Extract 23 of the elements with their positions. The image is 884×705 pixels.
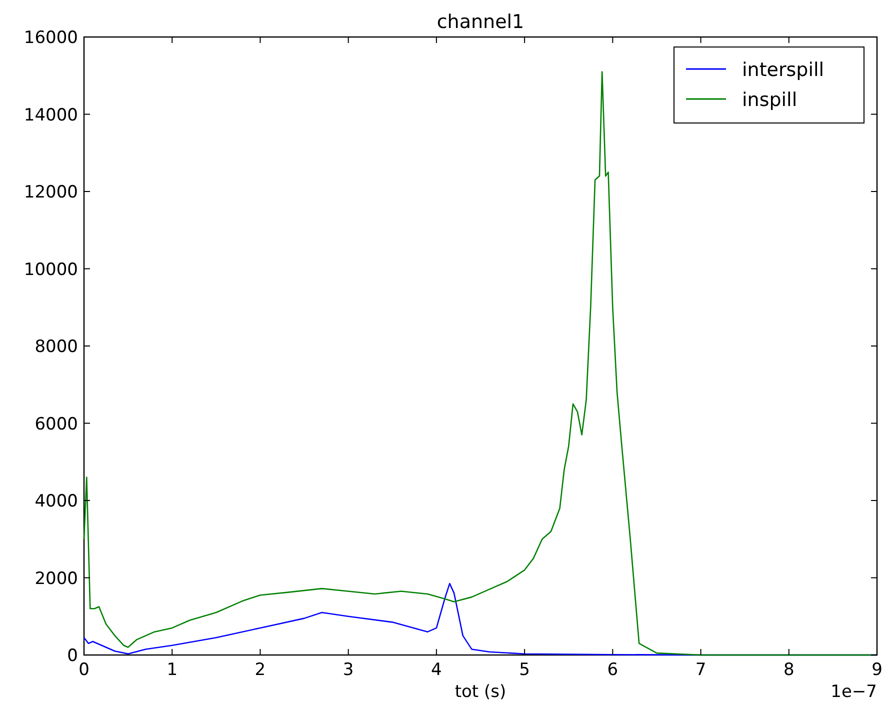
x-tick-label: 4: [431, 660, 442, 680]
legend-label: interspill: [742, 59, 824, 81]
y-tick-label: 2000: [34, 568, 78, 589]
x-tick-label: 3: [342, 660, 354, 680]
y-tick-label: 0: [67, 646, 78, 666]
y-tick-label: 14000: [24, 105, 78, 126]
x-tick-label: 6: [607, 660, 618, 680]
y-tick-label: 6000: [34, 414, 78, 434]
x-tick-label: 9: [872, 660, 882, 680]
x-axis-title: tot (s): [454, 682, 506, 702]
x-tick-label: 1: [166, 660, 178, 680]
chart-title: channel1: [436, 11, 524, 33]
y-tick-label: 12000: [24, 182, 78, 202]
y-tick-label: 4000: [34, 492, 78, 512]
x-tick-label: 2: [254, 660, 266, 680]
y-tick-label: 10000: [24, 260, 78, 280]
x-tick-label: 7: [695, 660, 706, 680]
y-tick-label: 16000: [24, 28, 78, 48]
legend-label: inspill: [742, 89, 798, 111]
x-tick-label: 5: [519, 660, 530, 680]
text: 1e−7: [830, 682, 877, 702]
x-tick-label: 8: [783, 660, 794, 680]
y-tick-label: 8000: [34, 337, 78, 357]
